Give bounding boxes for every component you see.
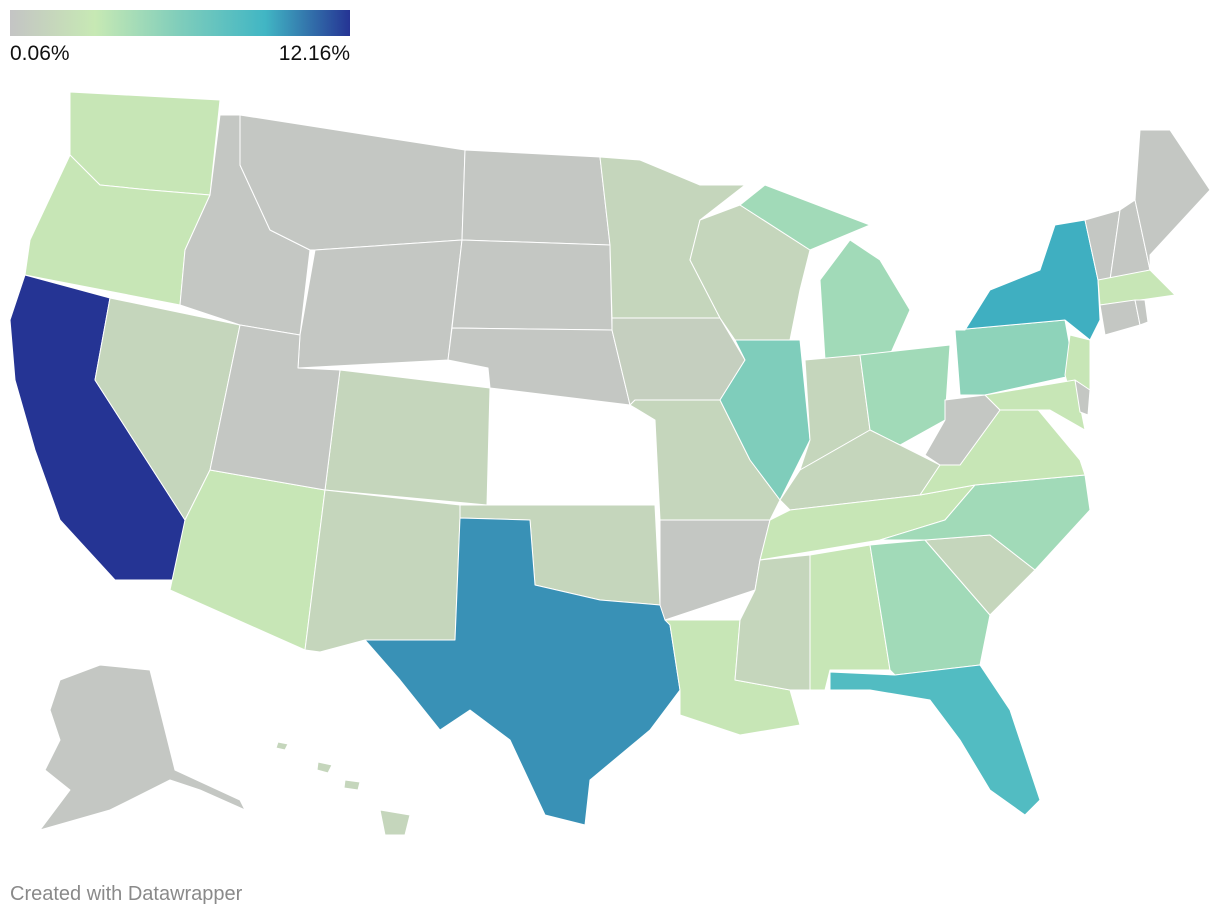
legend-label: 0.06% — [10, 42, 70, 65]
state — [304, 489, 461, 653]
state — [1134, 129, 1211, 271]
state — [1074, 379, 1091, 416]
legend-label: 12.16% — [279, 42, 350, 65]
state — [364, 517, 681, 826]
state — [209, 324, 341, 491]
state — [1099, 299, 1141, 336]
credit: Created with Datawrapper — [10, 883, 243, 905]
state — [1134, 299, 1149, 326]
state — [1097, 269, 1176, 306]
state — [324, 369, 491, 506]
state — [451, 239, 613, 331]
state — [954, 219, 1101, 341]
state — [39, 664, 246, 831]
state — [859, 344, 951, 446]
state — [719, 339, 811, 501]
state — [275, 741, 411, 836]
state — [239, 114, 466, 251]
legend-gradient — [10, 10, 350, 36]
states — [9, 91, 1211, 836]
state — [461, 149, 611, 246]
state — [984, 379, 1086, 431]
state — [879, 474, 1091, 571]
state — [829, 664, 1041, 816]
state — [297, 239, 463, 369]
